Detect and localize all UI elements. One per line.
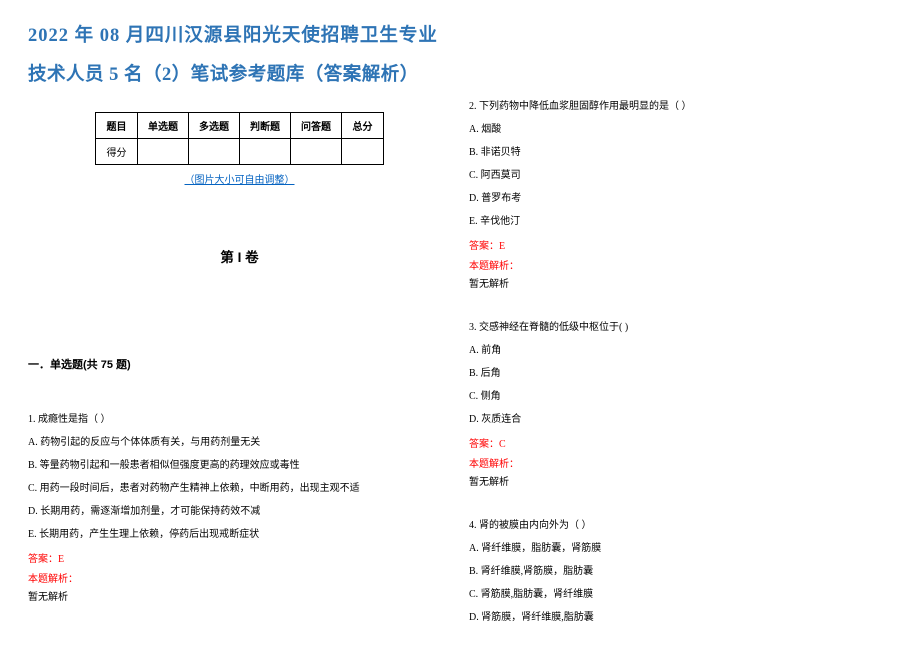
answer-text: 答案：E xyxy=(469,237,892,252)
question-option: E. 辛伐他汀 xyxy=(469,214,892,229)
table-header: 问答题 xyxy=(291,112,342,138)
table-cell xyxy=(189,138,240,164)
question-option: A. 药物引起的反应与个体体质有关，与用药剂量无关 xyxy=(28,435,451,450)
question-text: 1. 成瘾性是指（ ） xyxy=(28,412,451,427)
document-title-line2: 技术人员 5 名（2）笔试参考题库（答案解析） xyxy=(28,57,451,94)
table-header: 多选题 xyxy=(189,112,240,138)
table-row: 题目 单选题 多选题 判断题 问答题 总分 xyxy=(96,112,384,138)
score-table: 题目 单选题 多选题 判断题 问答题 总分 得分 xyxy=(95,112,384,165)
table-cell xyxy=(138,138,189,164)
question-block: 4. 肾的被膜由内向外为（ ） A. 肾纤维膜，脂肪囊，肾筋膜 B. 肾纤维膜,… xyxy=(469,518,892,625)
question-option: D. 肾筋膜，肾纤维膜,脂肪囊 xyxy=(469,610,892,625)
analysis-label: 本题解析： xyxy=(469,261,519,272)
analysis-label: 本题解析： xyxy=(28,574,78,585)
table-cell xyxy=(342,138,384,164)
question-option: C. 用药一段时间后，患者对药物产生精神上依赖，中断用药，出现主观不适 xyxy=(28,481,451,496)
score-table-container: 题目 单选题 多选题 判断题 问答题 总分 得分 xyxy=(28,112,451,165)
table-cell xyxy=(291,138,342,164)
question-option: B. 肾纤维膜,肾筋膜，脂肪囊 xyxy=(469,564,892,579)
question-text: 4. 肾的被膜由内向外为（ ） xyxy=(469,518,892,533)
analysis-label: 本题解析： xyxy=(469,459,519,470)
analysis-block: 本题解析： 暂无解析 xyxy=(469,454,892,490)
question-option: D. 长期用药，需逐渐增加剂量，才可能保持药效不减 xyxy=(28,504,451,519)
top-spacer xyxy=(469,57,892,99)
question-option: C. 侧角 xyxy=(469,389,892,404)
analysis-content: 暂无解析 xyxy=(28,592,68,603)
question-option: B. 等量药物引起和一般患者相似但强度更高的药理效应或毒性 xyxy=(28,458,451,473)
document-title-line1: 2022 年 08 月四川汉源县阳光天使招聘卫生专业 xyxy=(28,16,892,57)
analysis-content: 暂无解析 xyxy=(469,477,509,488)
question-text: 2. 下列药物中降低血浆胆固醇作用最明显的是（ ） xyxy=(469,99,892,114)
question-option: C. 肾筋膜,脂肪囊，肾纤维膜 xyxy=(469,587,892,602)
question-option: A. 肾纤维膜，脂肪囊，肾筋膜 xyxy=(469,541,892,556)
table-cell: 得分 xyxy=(96,138,138,164)
analysis-block: 本题解析： 暂无解析 xyxy=(28,569,451,605)
question-option: C. 阿西莫司 xyxy=(469,168,892,183)
table-header: 单选题 xyxy=(138,112,189,138)
volume-title: 第 I 卷 xyxy=(28,246,451,266)
table-header: 判断题 xyxy=(240,112,291,138)
answer-text: 答案：E xyxy=(28,550,451,565)
question-block: 1. 成瘾性是指（ ） A. 药物引起的反应与个体体质有关，与用药剂量无关 B.… xyxy=(28,412,451,605)
question-option: B. 后角 xyxy=(469,366,892,381)
table-row: 得分 xyxy=(96,138,384,164)
question-option: D. 灰质连合 xyxy=(469,412,892,427)
question-option: A. 前角 xyxy=(469,343,892,358)
question-block: 3. 交感神经在脊髓的低级中枢位于( ) A. 前角 B. 后角 C. 侧角 D… xyxy=(469,320,892,490)
question-option: D. 普罗布考 xyxy=(469,191,892,206)
question-option: E. 长期用药，产生生理上依赖，停药后出现戒断症状 xyxy=(28,527,451,542)
table-header: 总分 xyxy=(342,112,384,138)
analysis-block: 本题解析： 暂无解析 xyxy=(469,256,892,292)
document-page: 2022 年 08 月四川汉源县阳光天使招聘卫生专业 技术人员 5 名（2）笔试… xyxy=(0,0,920,651)
question-option: B. 非诺贝特 xyxy=(469,145,892,160)
question-option: A. 烟酸 xyxy=(469,122,892,137)
table-cell xyxy=(240,138,291,164)
adjust-size-link[interactable]: （图片大小可自由调整） xyxy=(28,171,451,186)
answer-text: 答案：C xyxy=(469,435,892,450)
section-title: 一．单选题(共 75 题) xyxy=(28,356,451,372)
table-header: 题目 xyxy=(96,112,138,138)
question-block: 2. 下列药物中降低血浆胆固醇作用最明显的是（ ） A. 烟酸 B. 非诺贝特 … xyxy=(469,99,892,292)
analysis-content: 暂无解析 xyxy=(469,279,509,290)
question-text: 3. 交感神经在脊髓的低级中枢位于( ) xyxy=(469,320,892,335)
